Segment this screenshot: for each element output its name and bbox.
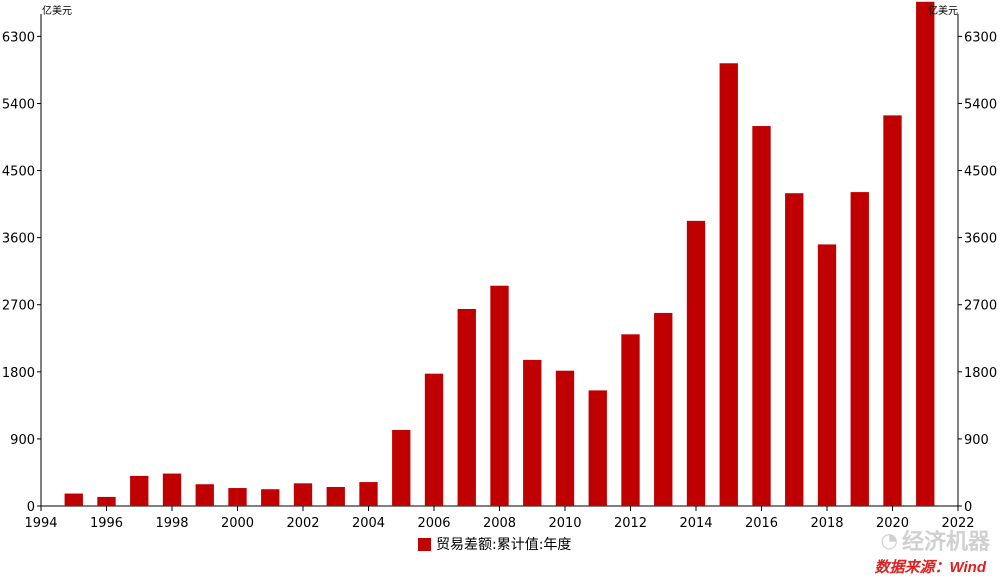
x-tick-label: 2006 — [417, 516, 450, 530]
x-tick-label: 2012 — [614, 516, 647, 530]
bar-chart: 0 0 900 900 1800 1800 2700 2700 3600 3600 4500 4500… — [2, 1, 997, 530]
y-tick-label-right: 6300 — [964, 30, 997, 45]
data-source-note: 数据来源：Wind — [874, 559, 986, 576]
bar-1995 — [64, 493, 83, 506]
x-tick-label: 2000 — [221, 516, 254, 530]
x-tick-label: 1996 — [90, 516, 123, 530]
legend-label: 贸易差额:累计值:年度 — [436, 537, 572, 553]
bar-2011 — [588, 390, 607, 506]
y-tick-label-left: 900 — [10, 433, 35, 448]
bar-2019 — [850, 192, 869, 506]
x-tick-label: 1994 — [24, 516, 57, 530]
bar-2001 — [261, 489, 280, 506]
bar-series — [64, 1, 935, 507]
bar-2000 — [228, 488, 247, 506]
y-axis-unit-right: 亿美元 — [928, 4, 958, 17]
wechat-icon: ◔ — [880, 528, 898, 552]
watermark-text: 经济机器 — [901, 530, 990, 555]
bar-1997 — [130, 475, 149, 506]
y-tick-label-left: 1800 — [2, 366, 35, 381]
y-tick-label-right: 4500 — [964, 165, 997, 180]
y-tick-label-left: 5400 — [2, 97, 35, 112]
bar-2008 — [490, 285, 509, 506]
bar-2012 — [621, 334, 640, 506]
y-tick-label-right: 3600 — [964, 232, 997, 247]
y-tick-label-left: 3600 — [2, 232, 35, 247]
bar-2007 — [457, 308, 476, 506]
x-tick-label: 2002 — [286, 516, 319, 530]
bar-2004 — [359, 482, 378, 506]
watermark: ◔ 经济机器 — [881, 524, 990, 556]
bar-2003 — [326, 486, 345, 506]
x-tick-label: 2022 — [941, 516, 974, 530]
bar-2009 — [523, 359, 542, 506]
bar-2010 — [555, 370, 575, 506]
x-tick-label: 2004 — [352, 516, 385, 530]
bar-2020 — [883, 115, 902, 506]
y-tick-label-right: 2700 — [964, 299, 997, 314]
bar-2013 — [654, 312, 673, 506]
bar-2017 — [785, 193, 804, 506]
y-tick-label-left: 0 — [27, 500, 35, 515]
y-tick-label-right: 5400 — [964, 97, 997, 112]
bar-1996 — [97, 496, 116, 506]
bar-2018 — [817, 244, 837, 507]
x-tick-label: 2020 — [876, 516, 909, 530]
bar-1999 — [195, 484, 214, 506]
y-axis-unit-left: 亿美元 — [42, 4, 72, 17]
legend: 贸易差额:累计值:年度 — [418, 534, 571, 554]
y-tick-label-right: 900 — [964, 433, 989, 448]
x-tick-label: 2014 — [679, 516, 712, 530]
bar-2006 — [424, 373, 444, 506]
bar-1998 — [162, 473, 182, 506]
y-tick-label-right: 1800 — [964, 366, 997, 381]
bar-2014 — [686, 220, 706, 506]
x-tick-label: 1998 — [155, 516, 188, 530]
bar-2002 — [293, 483, 313, 506]
y-tick-label-right: 0 — [964, 500, 972, 515]
bar-2005 — [392, 429, 411, 506]
tick-labels: 0 0 900 900 1800 1800 2700 2700 3600 3600 4500 4500… — [2, 30, 997, 530]
x-tick-label: 2008 — [483, 516, 516, 530]
legend-swatch — [418, 537, 431, 551]
x-tick-label: 2010 — [548, 516, 581, 530]
bar-2021 — [916, 1, 935, 507]
x-tick-label: 2016 — [745, 516, 778, 530]
y-tick-label-left: 2700 — [2, 299, 35, 314]
bar-2015 — [719, 63, 738, 507]
bar-2016 — [752, 126, 771, 507]
x-tick-label: 2018 — [810, 516, 843, 530]
y-tick-label-left: 6300 — [2, 30, 35, 45]
y-tick-label-left: 4500 — [2, 165, 35, 180]
